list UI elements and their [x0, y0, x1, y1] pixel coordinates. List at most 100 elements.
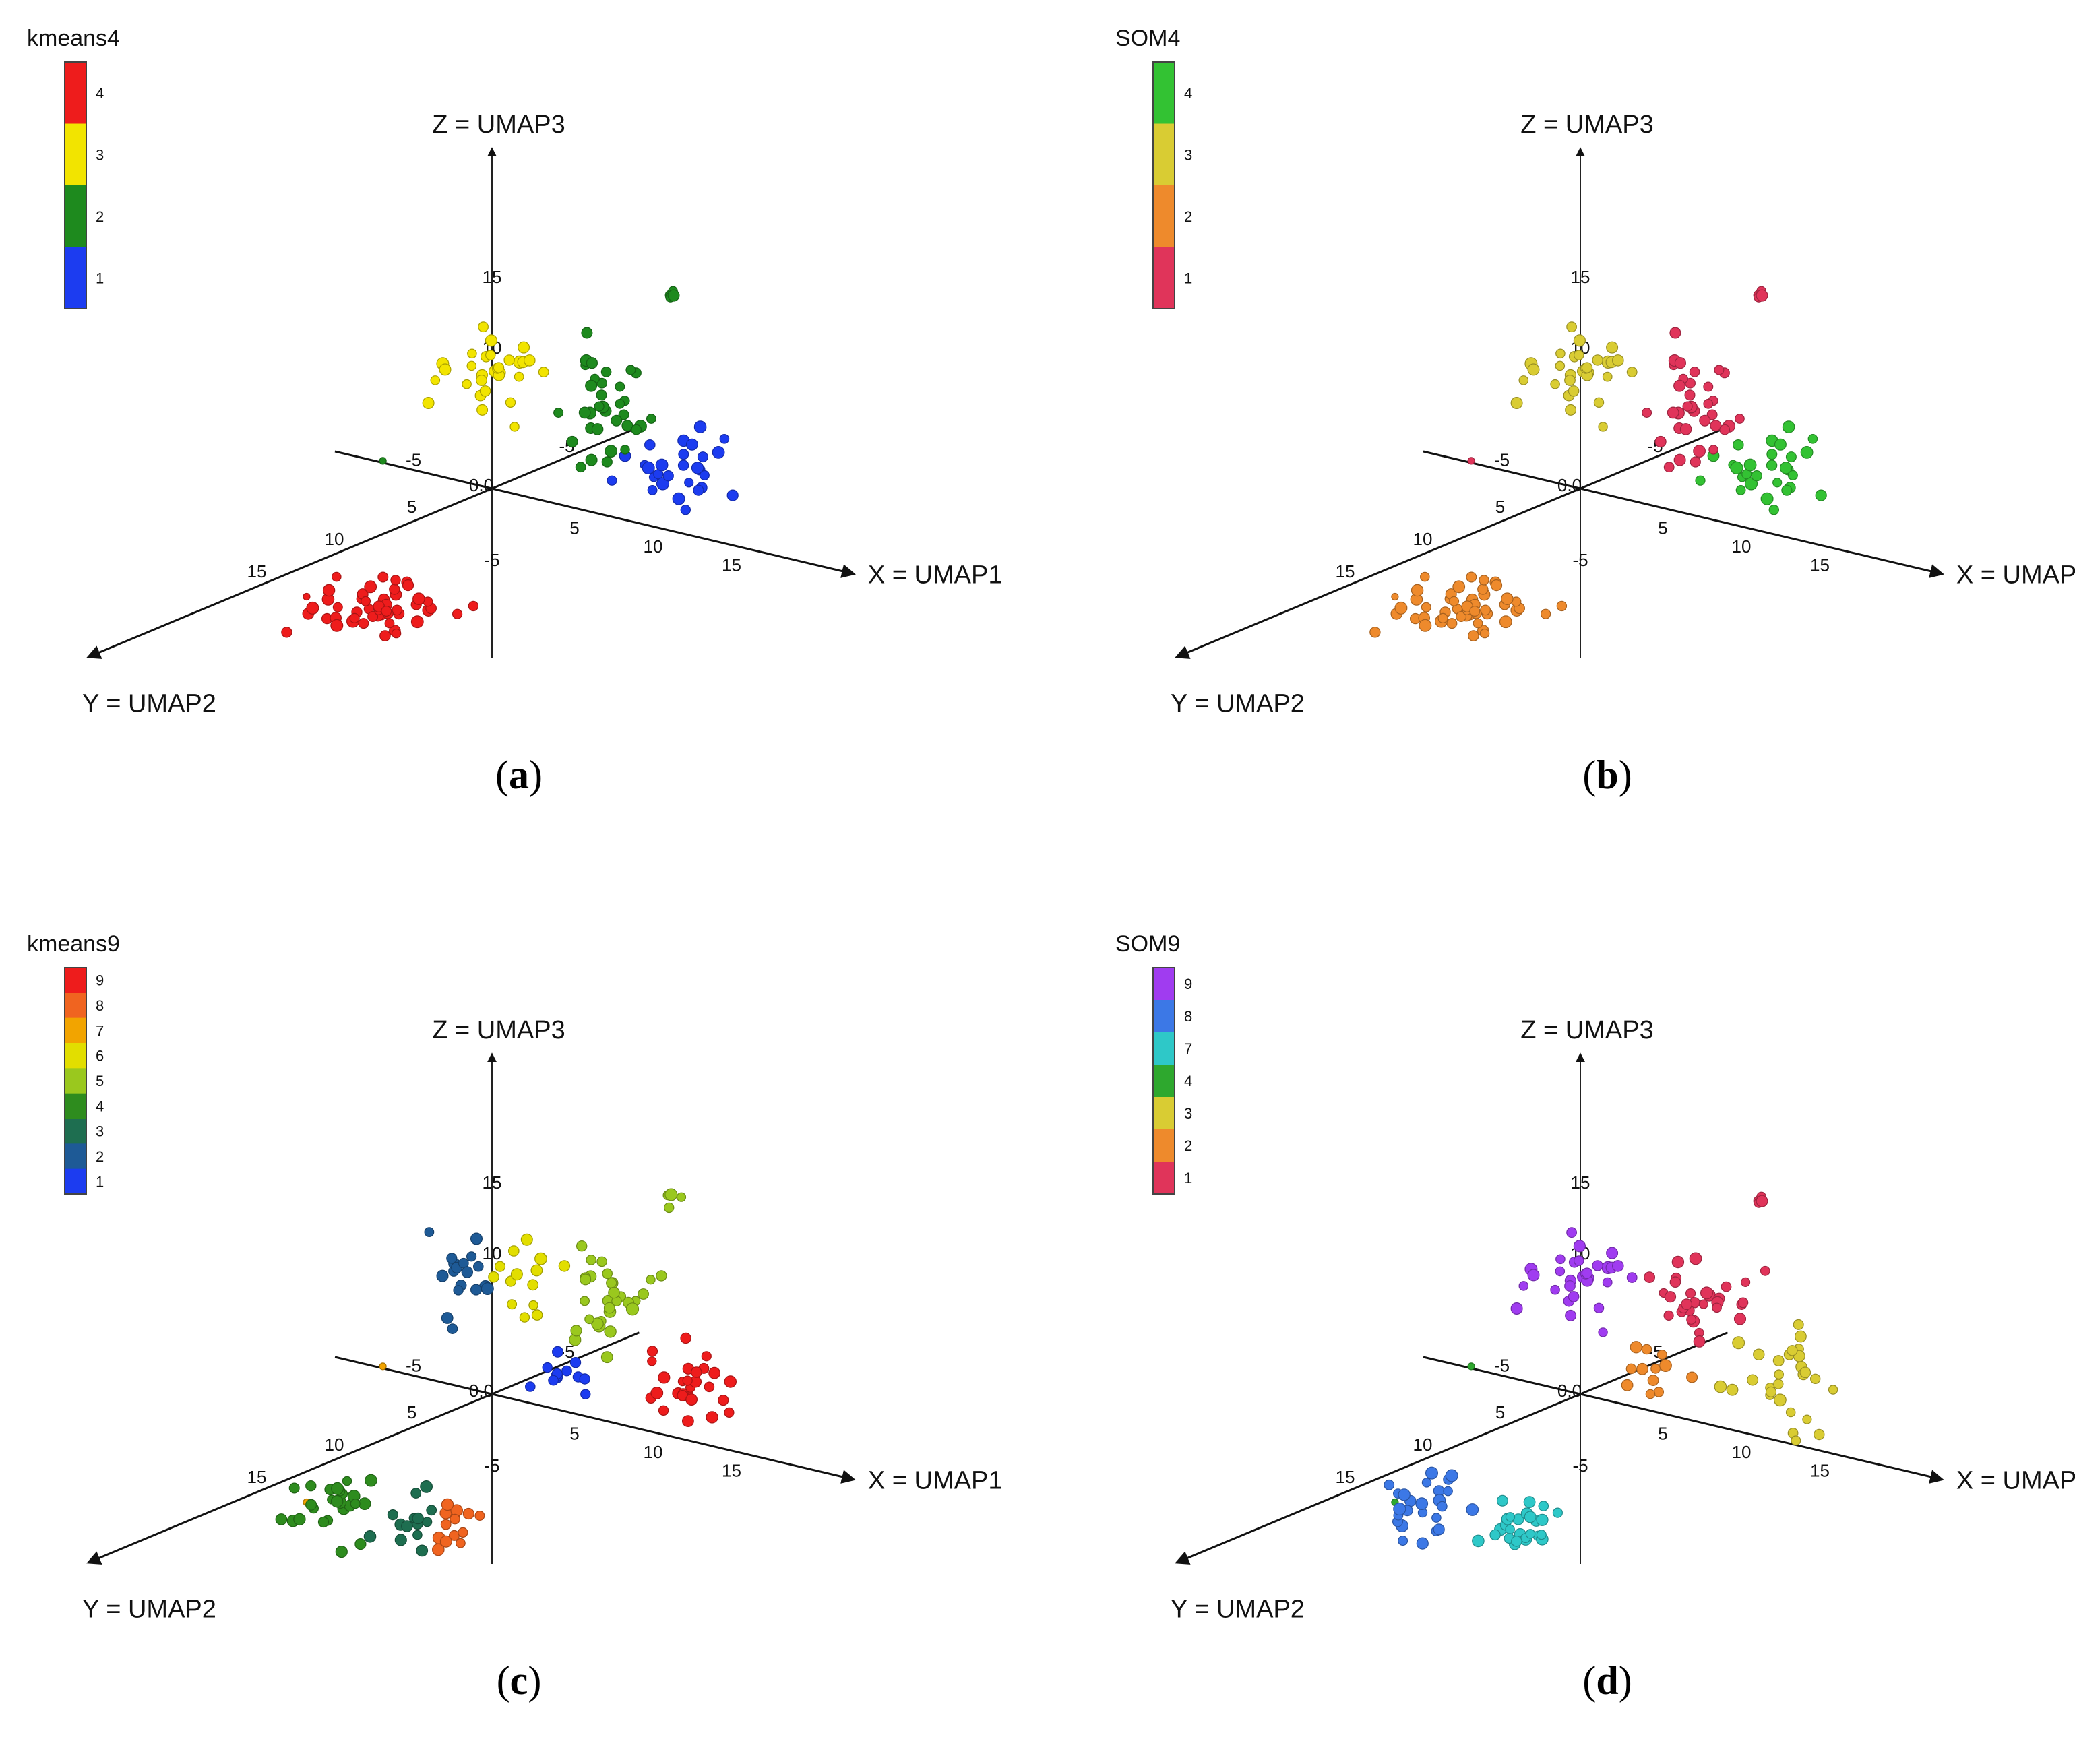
scatter-point-cluster-1 [1700, 1286, 1713, 1300]
scatter-point-cluster-5 [580, 1296, 590, 1306]
scatter-point-cluster-3 [1726, 1383, 1739, 1396]
scatter-point-cluster-2 [600, 367, 612, 377]
legend-label-7: 7 [1184, 1040, 1192, 1057]
scatter-point-cluster-4 [275, 1513, 288, 1525]
scatter-point-cluster-7 [1524, 1511, 1537, 1523]
legend-swatch-2 [1153, 185, 1175, 247]
scatter-point-cluster-2 [1641, 1344, 1652, 1355]
scatter-point-cluster-4 [1768, 505, 1780, 515]
legend-swatch-7 [1153, 1032, 1175, 1065]
z-tick-label: 15 [483, 1172, 502, 1193]
y-tick-label: 15 [1336, 1467, 1355, 1487]
scatter-point-cluster-1 [1644, 1271, 1655, 1283]
scatter-point-cluster-3 [387, 1509, 399, 1521]
scatter-point-cluster-4 [332, 602, 343, 612]
scatter-point-cluster-2 [615, 381, 625, 392]
y-tick-label: 5 [1495, 497, 1505, 517]
legend-title: kmeans9 [27, 931, 120, 957]
scatter-point-cluster-9 [1555, 1266, 1566, 1277]
scatter-point-cluster-3 [1809, 1373, 1821, 1385]
legend-label-9: 9 [96, 972, 104, 989]
scatter-point-cluster-9 [1550, 1284, 1560, 1295]
scatter-point-cluster-6 [527, 1279, 539, 1291]
scatter-point-cluster-7 [1538, 1501, 1549, 1511]
legend-swatch-2 [65, 185, 86, 247]
scatter-point-cluster-7 [1489, 1529, 1501, 1541]
scatter-point-cluster-1 [1664, 1291, 1677, 1303]
legend-label-3: 3 [96, 1123, 104, 1140]
scatter-point-cluster-6 [510, 1268, 523, 1281]
y-axis-label: Y = UMAP2 [82, 690, 216, 718]
scatter-point-cluster-3 [1565, 404, 1577, 416]
x-axis-label: X = UMAP1 [1956, 1467, 2075, 1495]
scatter-point-cluster-9 [1527, 1269, 1540, 1282]
scatter-point-cluster-1 [697, 451, 708, 463]
scatter-point-cluster-4 [1787, 470, 1798, 480]
scatter-point-cluster-9 [724, 1375, 737, 1388]
scatter-point-cluster-5 [596, 1256, 607, 1267]
y-tick-label: 5 [407, 1402, 416, 1422]
legend-swatch-7 [65, 1017, 86, 1044]
x-axis-label: X = UMAP1 [868, 1467, 1003, 1495]
y-tick-label: -5 [559, 1342, 574, 1362]
scatter-point-cluster-6 [531, 1309, 543, 1321]
scatter-point-cluster-2 [1480, 604, 1491, 616]
scatter-point-cluster-1 [1737, 1297, 1749, 1309]
scatter-point-cluster-7 [1511, 1536, 1522, 1547]
scatter-point-cluster-4 [361, 596, 371, 606]
scatter-point-cluster-2 [1469, 605, 1481, 617]
scatter-point-cluster-6 [507, 1245, 520, 1257]
scatter-point-cluster-5 [664, 1188, 678, 1201]
panel-d: SOM9 9 8 7 4 3 2 1 -5 5 10 15 -5 5 10 15 -5 0.0 10 15 X = UM… [1088, 906, 2075, 1764]
panel-c: kmeans9 9 8 7 6 5 4 3 2 1 -5 5 10 15 -5 5 10 15 -5 0.0 10 15 X… [0, 906, 1038, 1764]
caption-close: ) [1619, 753, 1632, 797]
x-tick-label: 15 [1810, 1461, 1830, 1481]
scatter-point-cluster-5 [606, 1277, 617, 1289]
z-tick-label: 15 [1571, 267, 1590, 287]
scatter-point-cluster-4 [330, 1494, 344, 1508]
scatter-point-cluster-2 [1421, 602, 1431, 612]
x-axis-line [334, 1356, 856, 1484]
z-tick-label: 15 [483, 267, 502, 287]
scatter-point-cluster-2 [667, 289, 680, 302]
scatter-point-cluster-2 [447, 1323, 458, 1334]
legend: kmeans4 4 3 2 1 [27, 26, 120, 309]
x-tick-label: 10 [1732, 1442, 1752, 1462]
scatter-point-cluster-1 [1681, 1298, 1693, 1311]
scatter-point-cluster-1 [1740, 1277, 1751, 1288]
y-tick-label: 15 [247, 561, 267, 581]
scatter-point-cluster-1 [1671, 1255, 1685, 1269]
y-tick-label: 5 [1495, 1402, 1505, 1422]
scatter-point-cluster-3 [523, 354, 536, 367]
x-tick-label: 10 [644, 536, 663, 557]
scatter-point-cluster-1 [1467, 457, 1475, 465]
scatter-point-cluster-3 [1828, 1385, 1838, 1395]
scatter-point-cluster-4 [288, 1482, 300, 1494]
scatter-point-cluster-9 [1598, 1327, 1608, 1337]
scatter-point-cluster-4 [358, 1497, 371, 1510]
scatter-point-cluster-4 [379, 630, 391, 641]
scatter-point-cluster-4 [364, 580, 377, 594]
legend-label-4: 4 [96, 1098, 104, 1114]
legend-title: SOM9 [1115, 931, 1180, 957]
scatter-point-cluster-4 [1779, 462, 1793, 474]
legend-label-2: 2 [1184, 208, 1192, 225]
scatter-point-cluster-2 [1636, 1362, 1648, 1375]
x-axis-label: X = UMAP1 [1956, 561, 2075, 590]
scatter-point-cluster-3 [476, 375, 487, 386]
scatter-point-cluster-1 [607, 475, 617, 486]
scatter-point-cluster-5 [603, 1302, 615, 1314]
scatter-point-cluster-1 [1686, 1315, 1696, 1325]
scatter-point-cluster-2 [581, 327, 593, 339]
scatter-point-cluster-4 [1785, 451, 1797, 463]
scatter-point-cluster-1 [699, 470, 710, 480]
figure-panels: kmeans4 4 3 2 1 -5 5 10 15 -5 5 10 15 -5 0.0 10 15 X = UM… [27, 0, 2075, 1703]
scatter-point-cluster-4 [342, 1476, 352, 1486]
x-tick-label: 5 [569, 1424, 579, 1444]
scatter-point-cluster-1 [569, 1357, 582, 1368]
scatter-point-cluster-1 [1663, 1310, 1674, 1321]
scatter-point-cluster-3 [1714, 1380, 1727, 1393]
scatter-point-cluster-4 [381, 605, 392, 617]
